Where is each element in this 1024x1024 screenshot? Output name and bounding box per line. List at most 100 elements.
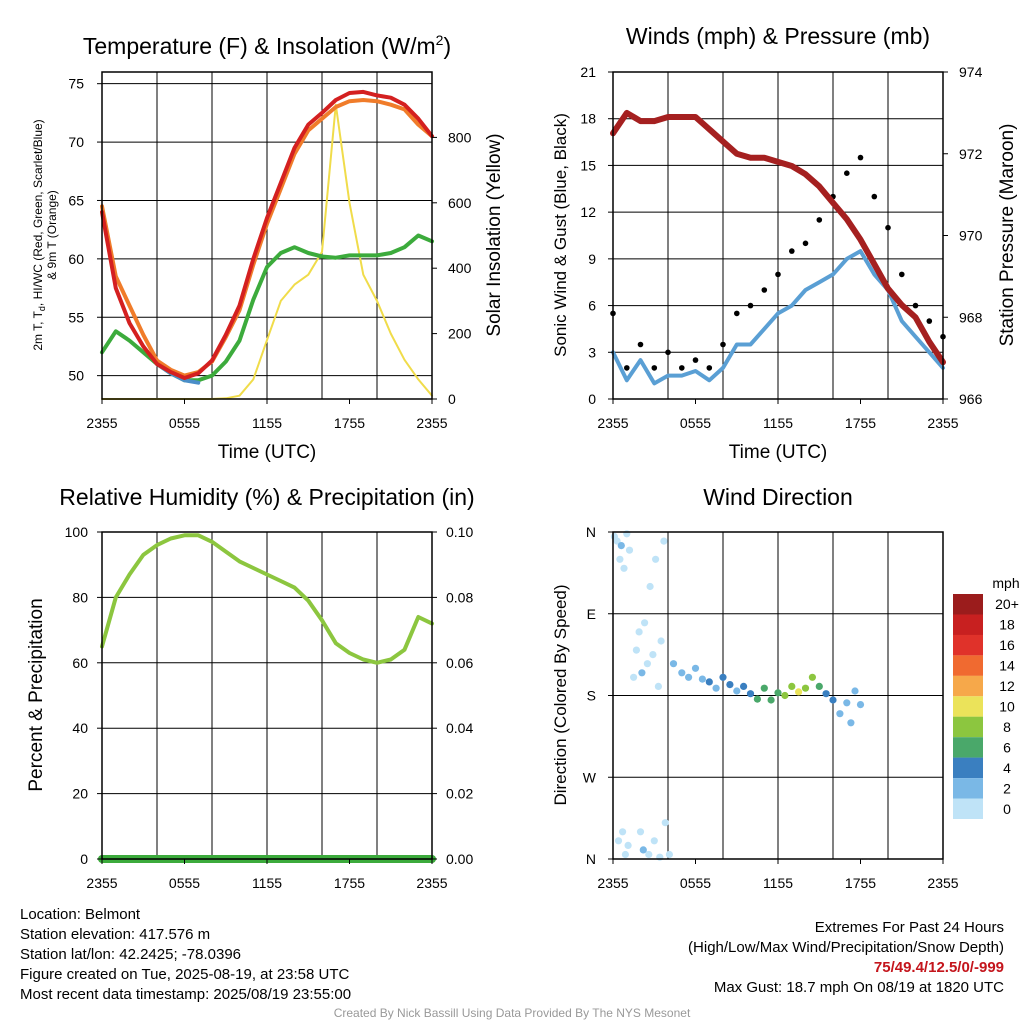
x-tick-label: 2355 [416,415,447,431]
winds-series [610,109,946,386]
direction-point [665,850,674,859]
wind-gust-dot [844,170,850,176]
x-tick-label: 2355 [927,415,958,431]
y-tick-label: 21 [580,64,596,80]
x-tick-label: 0555 [680,415,711,431]
direction-point [698,675,707,683]
colorbar-label: 10 [999,699,1015,715]
colorbar-label: 2 [1003,780,1011,796]
colorbar-swatch [953,594,983,615]
insolation-y2label: Solar Insolation (Yellow) [484,133,505,336]
direction-point [856,701,865,709]
direction-point [788,682,796,691]
winds-panel: Winds (mph) & Pressure (mb) 0 3 6 9 12 15 18 21… [551,23,1018,463]
y2-tick-label: 400 [448,260,472,276]
direction-point [616,555,624,563]
temperature-xlabel: Time (UTC) [218,442,317,463]
direction-point [621,850,630,859]
station-latlon: Station lat/lon: 42.2425; -78.0396 [20,946,242,963]
humidity-line [100,533,434,665]
direction-grid [613,532,943,859]
direction-point [643,660,652,668]
direction-point [795,688,803,696]
colorbar-label: 8 [1003,719,1011,735]
y-tick-label: 70 [68,134,84,150]
wind-gust-dot [885,224,891,231]
colorbar-swatch [953,737,983,758]
direction-point [649,651,657,659]
colorbar-label: 20+ [995,596,1019,612]
station-elevation: Station elevation: 417.576 m [20,926,211,943]
wind-gust-dot [912,302,919,309]
y2-tick-label: 0.00 [446,851,473,867]
y-tick-label: 15 [580,157,596,173]
wind-gust-dot [720,341,726,348]
temperature-ylabel-line2: & 9m T (Orange) [45,190,59,280]
y-tick-label: 65 [68,192,84,208]
y-tick-label: 60 [68,251,84,267]
colorbar: 20+ 18 16 14 12 10 8 6 4 2 0 [953,594,1019,819]
colorbar-swatch [953,634,983,656]
credit-line: Created By Nick Bassill Using Data Provi… [333,1006,691,1020]
recent-timestamp: Most recent data timestamp: 2025/08/19 2… [20,986,352,1003]
direction-point [801,684,810,692]
direction-point [847,719,855,727]
direction-point [654,682,663,691]
x-tick-label: 2355 [416,875,447,891]
temperature-title: Temperature (F) & Insolation (W/m2) [83,32,451,59]
colorbar-label: 12 [999,678,1015,694]
pressure-y2label: Station Pressure (Maroon) [997,124,1018,347]
wind-gust-dot [899,271,905,278]
colorbar-swatch [953,798,983,819]
direction-point [760,684,768,692]
direction-point [719,673,727,681]
direction-point [617,542,625,550]
direction-point [635,628,643,636]
wind-gust-dot [734,310,740,317]
extremes-values: 75/49.4/12.5/0/-999 [873,959,1004,976]
y-tick-label: 55 [68,309,84,325]
temperature-series-line [100,89,434,380]
y-tick-label: 9 [588,251,596,267]
x-tick-label: 2355 [86,875,117,891]
direction-point [624,841,632,850]
x-tick-label: 1755 [845,415,876,431]
y2-tick-label: 972 [959,146,983,162]
direction-point [678,669,686,677]
station-info: Location: Belmont Station elevation: 417… [20,905,351,1005]
y-tick-label: 80 [72,589,88,605]
x-tick-label: 1155 [252,875,282,891]
direction-point [767,696,775,704]
colorbar-label: 0 [1003,801,1011,817]
y-tick-label: 20 [72,786,88,802]
direction-point [613,537,621,545]
direction-point [639,846,647,854]
direction-point [685,673,693,681]
direction-point [625,546,634,554]
direction-point [753,695,762,703]
colorbar-swatch [953,696,983,717]
direction-ylabel: Direction (Colored By Speed) [551,584,570,805]
colorbar-swatch [953,778,983,799]
wind-gust-dot [747,302,754,309]
winds-ticks: 0 3 6 9 12 15 18 21 966 968 970 972 974 2355 0555 1155 1… [580,64,982,431]
wind-gust-dot [651,365,658,371]
direction-point [733,687,741,695]
direction-point [705,678,713,686]
direction-point [781,691,789,700]
x-tick-label: 2355 [927,875,958,891]
direction-point [657,637,665,645]
y2-tick-label: 800 [448,129,472,145]
wind-gust-dot [871,193,878,200]
y-tick-label: 0 [588,391,596,407]
temperature-grid [102,72,432,399]
direction-point [652,555,660,563]
direction-point [740,682,748,691]
humidity-ylabel: Percent & Precipitation [26,598,47,791]
wind-gust-dot [706,365,713,371]
y2-tick-label: 0.02 [446,786,473,802]
direction-title: Wind Direction [703,484,853,510]
direction-point [836,710,844,718]
y2-tick-label: 0.04 [446,720,473,736]
